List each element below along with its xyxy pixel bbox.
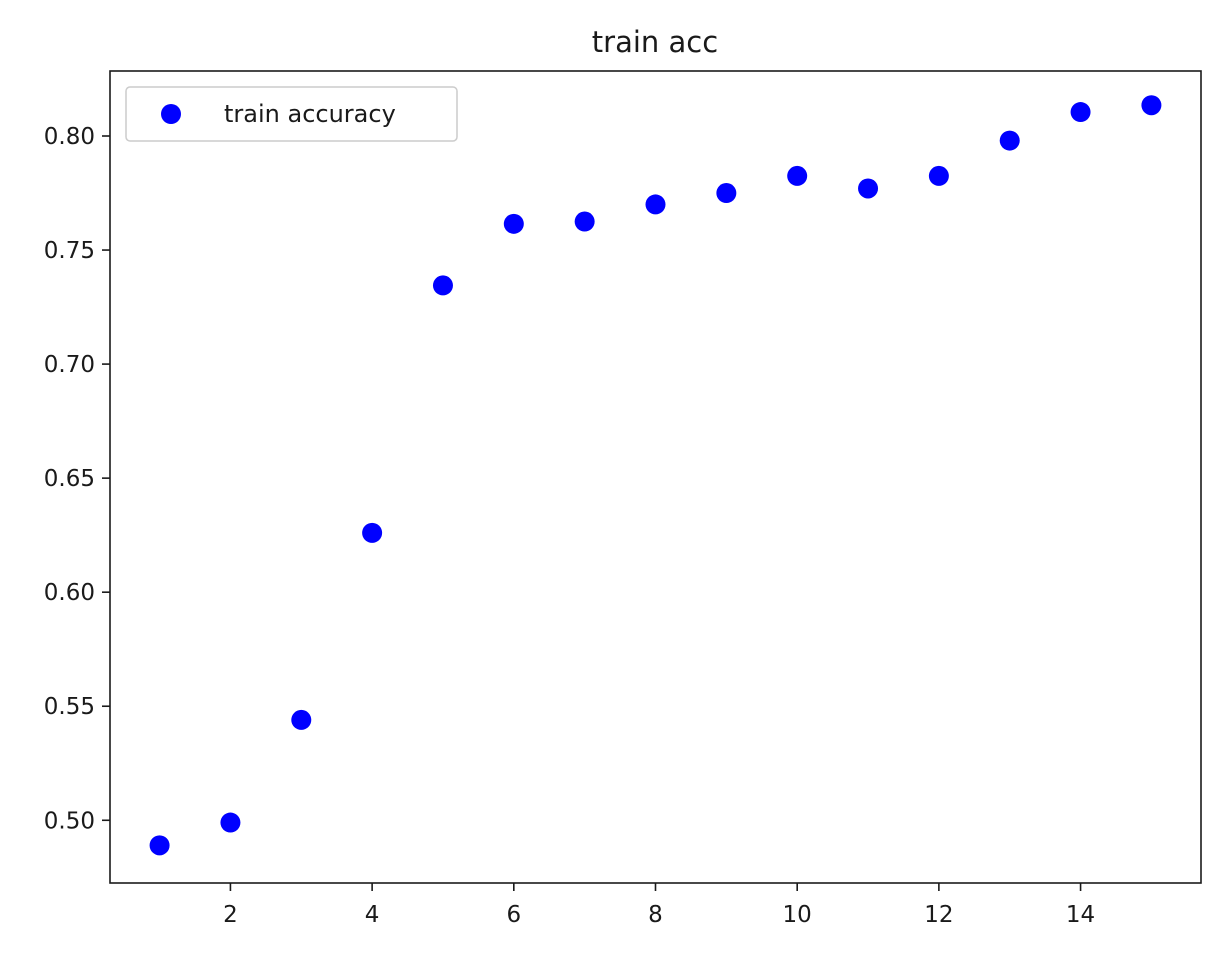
y-tick-label: 0.80 (44, 124, 95, 150)
y-tick-label: 0.75 (44, 238, 95, 264)
chart-title: train acc (592, 25, 718, 59)
data-point (291, 709, 312, 730)
data-point (432, 275, 453, 296)
data-point (999, 130, 1020, 151)
data-point (574, 211, 595, 232)
data-point (220, 812, 241, 833)
x-tick-label: 6 (506, 902, 521, 928)
data-point (787, 165, 808, 186)
x-tick-label: 14 (1066, 902, 1095, 928)
data-point (503, 213, 524, 234)
y-tick-label: 0.65 (44, 466, 95, 492)
y-tick-label: 0.60 (44, 580, 95, 606)
data-point (362, 522, 383, 543)
data-point (149, 835, 170, 856)
legend-box (125, 86, 458, 142)
data-point (1141, 95, 1162, 116)
legend-label: train accuracy (224, 100, 396, 128)
axis-ticks: 2 4 6 8 10 12 14 0.50 0.55 0.60 0.65 0.70 0.75 0.80 (44, 124, 1095, 928)
data-point (645, 194, 666, 215)
legend: train accuracy (125, 86, 458, 142)
x-tick-label: 12 (924, 902, 953, 928)
data-point (716, 183, 737, 204)
x-tick-label: 2 (223, 902, 238, 928)
data-point (1070, 102, 1091, 123)
data-points (149, 95, 1162, 856)
y-tick-label: 0.50 (44, 808, 95, 834)
x-tick-label: 10 (783, 902, 812, 928)
data-point (858, 178, 879, 199)
data-point (928, 165, 949, 186)
legend-marker (161, 104, 181, 124)
x-tick-label: 8 (648, 902, 663, 928)
y-tick-label: 0.70 (44, 352, 95, 378)
y-tick-label: 0.55 (44, 694, 95, 720)
x-tick-label: 4 (365, 902, 380, 928)
